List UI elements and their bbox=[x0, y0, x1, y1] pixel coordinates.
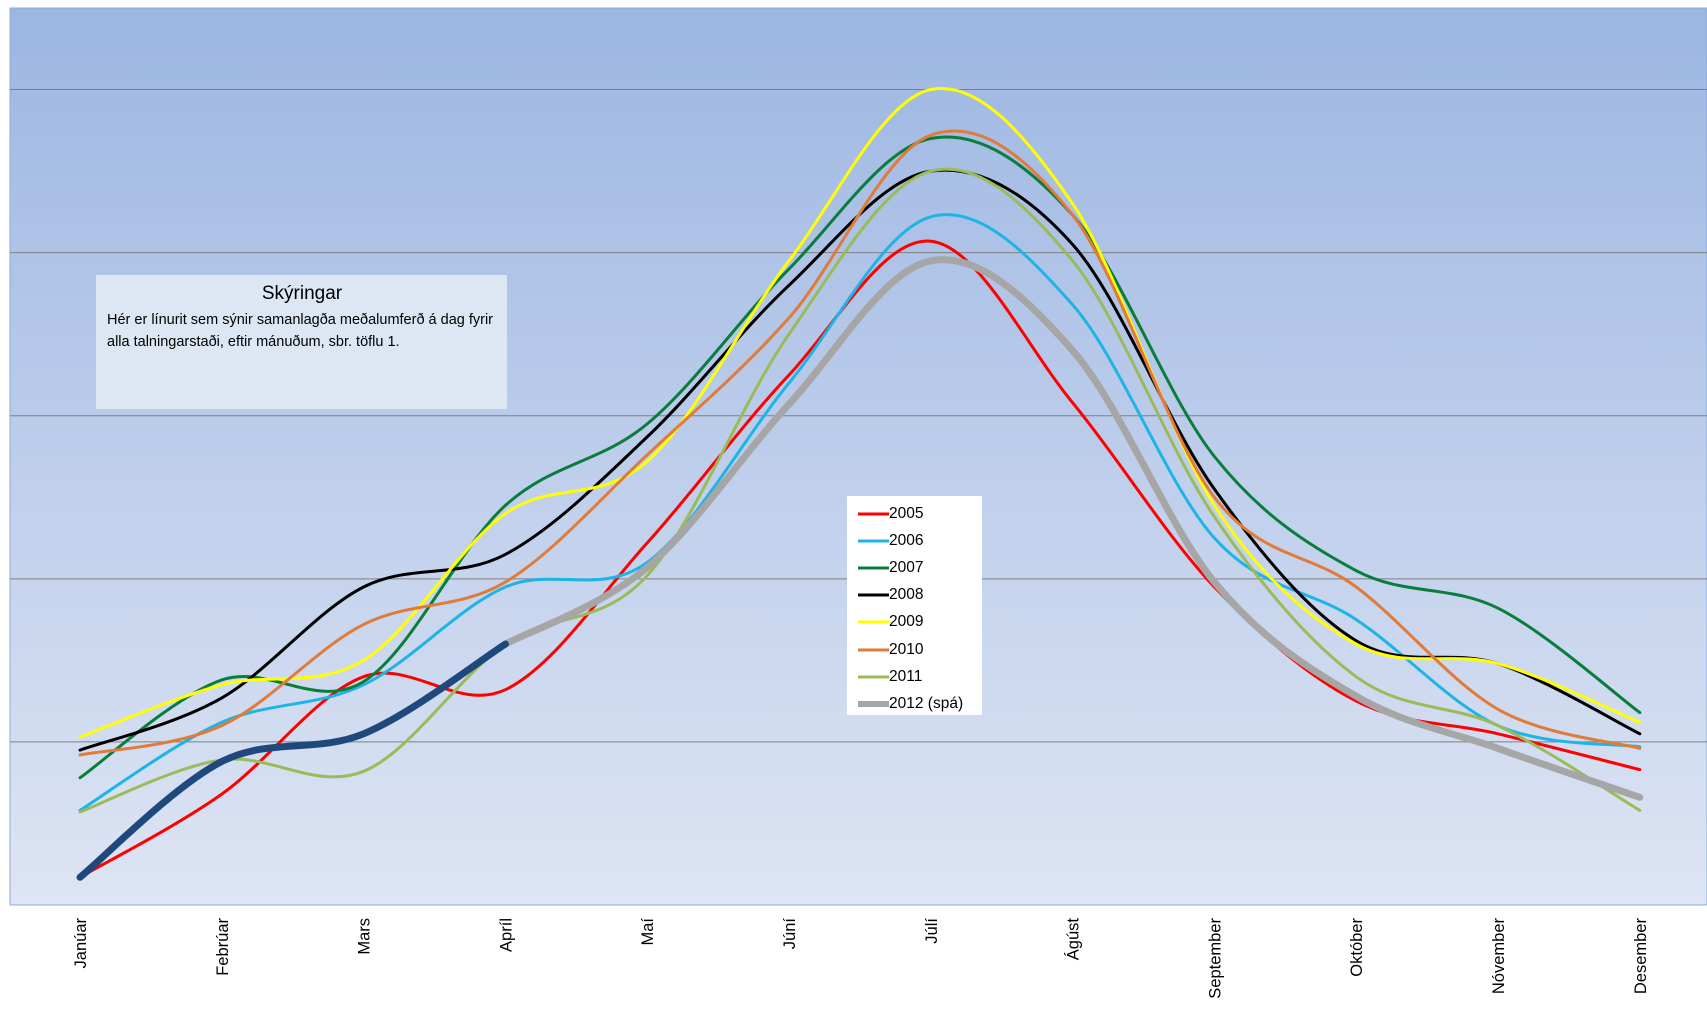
explanation-box: Skýringar Hér er línurit sem sýnir saman… bbox=[96, 275, 507, 409]
x-tick-label: September bbox=[1206, 918, 1224, 999]
legend-swatch bbox=[858, 620, 889, 624]
x-tick-label: Ágúst bbox=[1064, 918, 1083, 961]
series-line-2006 bbox=[78, 213, 1642, 812]
legend-swatch bbox=[858, 648, 889, 652]
series-line-actual-8 bbox=[76, 640, 509, 881]
x-tick-label: Nóvember bbox=[1490, 918, 1508, 995]
explanation-text: Hér er línurit sem sýnir samanlagða meða… bbox=[107, 312, 494, 350]
x-tick-label: Október bbox=[1348, 918, 1366, 977]
legend-swatch bbox=[858, 593, 889, 597]
x-tick-label: Mars bbox=[356, 918, 374, 955]
legend-label: 2008 bbox=[889, 586, 924, 604]
series-line-2007 bbox=[78, 135, 1642, 780]
legend-item: 2010 bbox=[847, 636, 982, 663]
series-line-2011 bbox=[78, 167, 1642, 814]
x-tick-label: Maí bbox=[639, 918, 657, 946]
x-tick-label: Febrúar bbox=[214, 918, 232, 976]
plot-area bbox=[9, 7, 1707, 906]
legend-swatch bbox=[858, 700, 889, 707]
legend-label: 2005 bbox=[889, 504, 924, 522]
legend-label: 2011 bbox=[889, 667, 923, 685]
legend-item: 2006 bbox=[847, 527, 982, 554]
legend-swatch bbox=[858, 675, 889, 679]
series-line-2012-sp bbox=[501, 256, 1644, 801]
legend-item: 2012 (spá) bbox=[847, 690, 982, 717]
explanation-title: Skýringar bbox=[261, 283, 343, 304]
legend-item: 2008 bbox=[847, 582, 982, 609]
legend-item: 2011 bbox=[847, 663, 982, 690]
x-tick-label: Desember bbox=[1632, 918, 1650, 995]
legend-item: 2009 bbox=[847, 609, 982, 636]
legend-label: 2009 bbox=[889, 613, 924, 631]
x-tick-label: Júlí bbox=[923, 918, 941, 944]
legend: 2005 2006 2007 2008 2009 2010 2011 2012 (spá) bbox=[847, 496, 982, 715]
series-lines bbox=[76, 86, 1644, 881]
series-line-2009 bbox=[78, 86, 1642, 739]
legend-label: 2006 bbox=[889, 531, 924, 549]
series-line-2005 bbox=[78, 239, 1642, 879]
series-line-2008 bbox=[78, 168, 1642, 752]
series-line-2010 bbox=[78, 129, 1642, 757]
x-tick-label: Janúar bbox=[72, 917, 90, 968]
legend-label: 2012 (spá) bbox=[889, 694, 964, 712]
legend-swatch bbox=[858, 512, 889, 516]
legend-swatch bbox=[858, 539, 889, 543]
legend-item: 2007 bbox=[847, 554, 982, 581]
legend-item: 2005 bbox=[847, 500, 982, 527]
legend-label: 2010 bbox=[889, 640, 924, 658]
x-axis-tick-labels: Janúar Febrúar Mars Apríl Maí Júní Júlí Ágúst Se… bbox=[72, 917, 1650, 998]
x-tick-label: Júní bbox=[781, 918, 799, 950]
x-tick-label: Apríl bbox=[497, 918, 515, 952]
legend-swatch bbox=[858, 566, 889, 570]
legend-label: 2007 bbox=[889, 558, 924, 576]
